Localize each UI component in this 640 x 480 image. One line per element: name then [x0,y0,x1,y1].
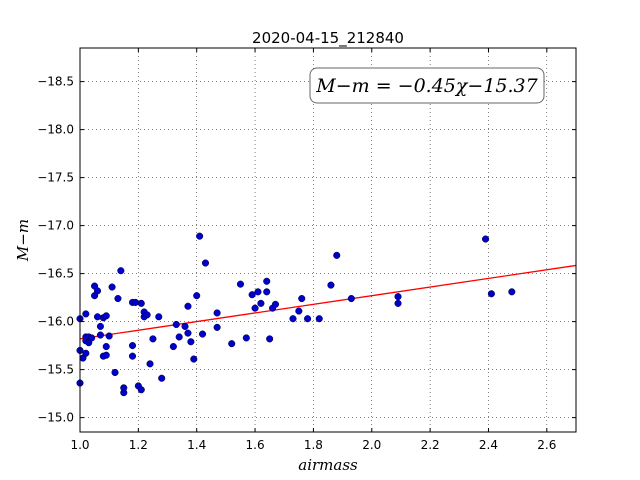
data-point [128,352,137,360]
data-point [487,290,495,298]
data-point [257,299,265,307]
data-point [172,320,180,329]
plot-frame [79,47,577,433]
y-tick-label: −18.5 [37,75,74,89]
data-point [158,374,166,382]
data-point [102,351,110,359]
y-axis-label: M−m [14,219,32,262]
data-point [213,309,221,317]
data-point [271,300,280,308]
data-point [193,292,201,300]
data-point [327,281,335,289]
data-point [143,311,151,319]
data-point [196,232,204,240]
chart-title: 2020-04-15_212840 [252,29,404,48]
data-point [508,288,516,296]
data-point [102,343,110,351]
y-tick-label: −17.0 [37,219,74,233]
data-point [82,310,90,318]
data-point [242,334,250,342]
data-point [394,293,402,301]
data-point [149,335,157,343]
data-point [93,313,102,321]
data-point [394,299,402,307]
data-point [108,283,116,291]
data-point [175,333,183,341]
data-point [137,386,145,394]
data-point [333,251,341,259]
data-point [111,368,119,377]
grid [79,48,576,432]
data-point [254,288,262,296]
x-tick-label: 1.2 [129,438,148,452]
data-point [190,355,198,363]
data-point [82,349,90,357]
data-point [114,295,122,303]
data-point [251,304,259,312]
x-tick-label: 1.4 [187,438,206,452]
data-point [96,322,104,330]
data-point [102,312,110,320]
fit-line [79,264,577,340]
data-point [295,307,303,315]
data-point [184,302,192,310]
fit-equation-box: M−m = −0.45χ−15.37 [309,67,545,104]
data-point [248,291,256,299]
data-point [146,360,154,368]
data-point [105,332,113,340]
data-point [347,295,355,303]
data-point [155,313,163,321]
y-tick-label: −16.5 [37,267,74,281]
y-tick-label: −18.0 [37,123,74,137]
data-point [128,342,137,350]
data-point [213,323,221,331]
x-tick-label: 1.0 [70,438,89,452]
data-point [304,315,312,323]
data-point [201,259,210,267]
data-point [184,329,192,337]
data-point [298,295,306,303]
data-point [198,330,207,338]
data-point [137,299,145,307]
data-point [181,322,189,330]
axis-ticks: 1.0 1.2 1.4 1.6 1.8 2.0 2.2 2.4 2.6 −15.0 −15.5 −16… [37,48,576,452]
y-tick-label: −15.0 [37,411,74,425]
x-tick-label: 2.2 [421,438,440,452]
data-point [169,343,177,351]
y-tick-label: −15.5 [37,363,74,377]
data-point [266,335,274,343]
data-point [131,298,139,306]
data-point [263,277,271,285]
data-point [289,315,297,323]
data-point [120,384,128,392]
fit-equation-frame [309,67,545,104]
x-tick-label: 2.6 [537,438,556,452]
x-tick-label: 1.6 [246,438,265,452]
data-point [117,267,125,275]
fit-layer [79,264,577,340]
data-point [315,315,323,323]
x-tick-label: 2.4 [479,438,498,452]
y-tick-label: −16.0 [37,315,74,329]
data-point [482,235,490,243]
data-point [88,334,96,342]
data-point [93,287,102,295]
data-point [236,280,245,288]
x-axis-label: airmass [298,456,358,474]
data-point [96,331,104,339]
y-tick-label: −17.5 [37,171,74,185]
fit-equation: M−m = −0.45χ−15.37 [315,75,538,97]
data-points [76,232,516,397]
data-point [187,338,195,346]
data-point [263,288,271,296]
x-tick-label: 2.0 [362,438,381,452]
data-point [228,340,236,348]
x-tick-label: 1.8 [304,438,323,452]
